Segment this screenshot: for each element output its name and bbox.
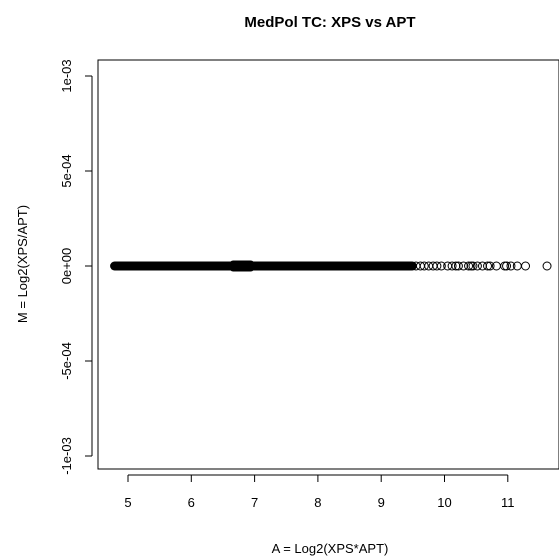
x-tick-label: 6	[188, 495, 195, 510]
plot-frame	[97, 59, 559, 470]
data-point	[464, 261, 474, 271]
data-point	[483, 261, 493, 271]
data-point	[472, 261, 482, 271]
x-axis: 5 6 7 8 9 10 11	[124, 474, 515, 510]
data-point-cluster	[110, 261, 417, 271]
data-point	[485, 261, 495, 271]
y-axis-label: M = Log2(XPS/APT)	[15, 205, 30, 323]
y-tick-label: -5e-04	[59, 342, 74, 380]
y-tick-label: 5e-04	[59, 154, 74, 187]
data-point	[453, 261, 463, 271]
x-tick-label: 7	[251, 495, 258, 510]
chart-title: MedPol TC: XPS vs APT	[244, 14, 415, 31]
data-point	[468, 261, 478, 271]
x-tick-label: 9	[378, 495, 385, 510]
x-axis-label: A = Log2(XPS*APT)	[272, 541, 389, 556]
x-tick-label: 10	[437, 495, 451, 510]
data-point	[419, 261, 429, 271]
data-points	[110, 260, 552, 272]
y-tick-label: 0e+00	[59, 248, 74, 285]
y-axis: -1e-03 -5e-04 0e+00 5e-04 1e-03	[59, 59, 93, 475]
data-point	[447, 261, 457, 271]
x-tick-label: 5	[124, 495, 131, 510]
x-tick-label: 8	[314, 495, 321, 510]
data-point	[432, 261, 442, 271]
data-point-cluster	[229, 260, 255, 272]
data-point	[542, 261, 552, 271]
data-point	[521, 261, 531, 271]
data-point	[506, 261, 516, 271]
data-point	[436, 261, 446, 271]
y-tick-label: 1e-03	[59, 59, 74, 92]
y-tick-label: -1e-03	[59, 437, 74, 475]
data-point	[502, 261, 512, 271]
x-tick-label: 11	[501, 495, 515, 510]
